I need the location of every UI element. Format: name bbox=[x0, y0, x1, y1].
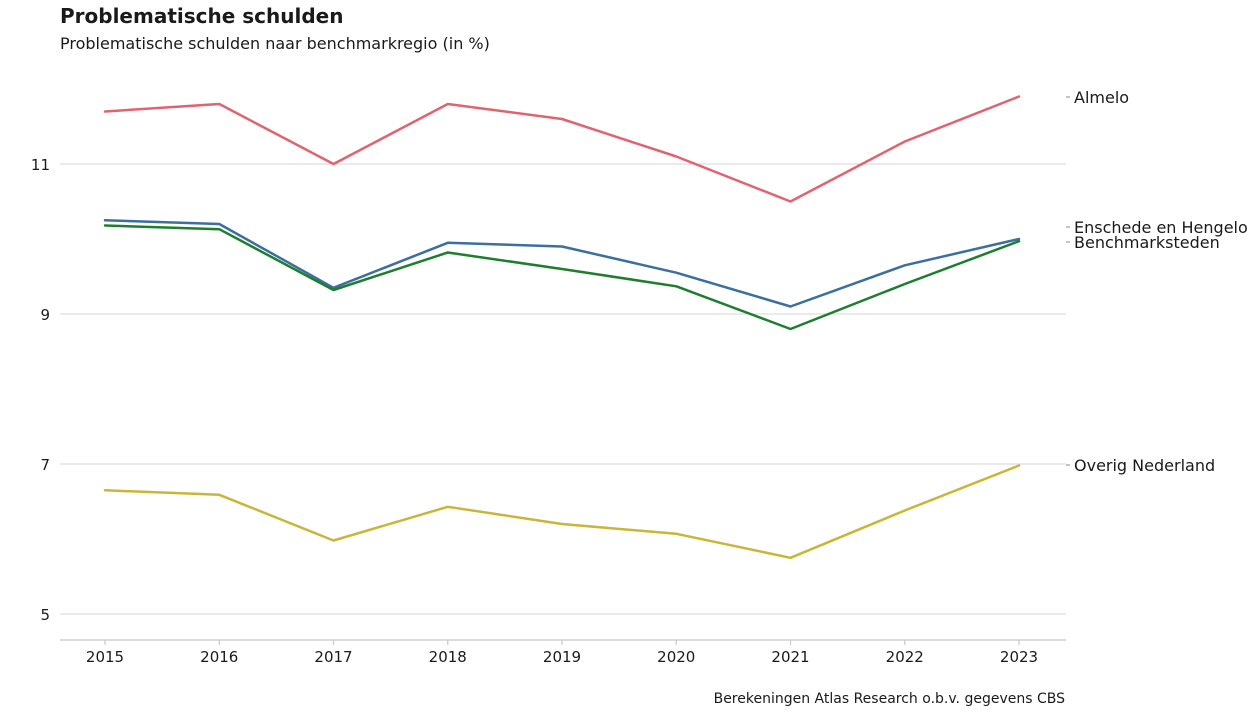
series-label-benchmarksteden: Benchmarksteden bbox=[1074, 233, 1220, 252]
series-lines bbox=[103, 95, 1021, 560]
series-line-benchmarksteden bbox=[103, 224, 1021, 331]
x-tick-label: 2023 bbox=[1000, 648, 1038, 666]
x-tick-label: 2018 bbox=[429, 648, 467, 666]
series-label-enschede-en-hengelo: Enschede en Hengelo bbox=[1074, 218, 1248, 237]
series-line-almelo bbox=[103, 95, 1021, 203]
x-tick-label: 2021 bbox=[771, 648, 809, 666]
y-tick-label: 7 bbox=[40, 456, 50, 474]
x-tick-label: 2015 bbox=[86, 648, 124, 666]
series-labels: Almelo Enschede en HengeloBenchmarksteden… bbox=[1066, 88, 1248, 475]
series-line-enschede-en-hengelo bbox=[103, 219, 1021, 308]
y-tick-label: 5 bbox=[40, 606, 50, 624]
y-tick-label: 11 bbox=[31, 156, 50, 174]
series-line-overig-nederland bbox=[103, 464, 1021, 560]
x-axis: 2015 2016 2017 2018 2019 2020 2021 2022 2023 bbox=[60, 639, 1066, 666]
chart-subtitle: Problematische schulden naar benchmarkre… bbox=[60, 34, 490, 53]
series-label-overig-nederland: Overig Nederland bbox=[1074, 456, 1215, 475]
x-tick-label: 2016 bbox=[200, 648, 238, 666]
x-tick-label: 2022 bbox=[886, 648, 924, 666]
series-label-almelo: Almelo bbox=[1074, 88, 1129, 107]
x-tick-label: 2020 bbox=[657, 648, 695, 666]
grid-lines bbox=[60, 163, 1066, 615]
x-tick-label: 2017 bbox=[314, 648, 352, 666]
chart-caption: Berekeningen Atlas Research o.b.v. gegev… bbox=[713, 691, 1065, 707]
chart-title: Problematische schulden bbox=[60, 4, 344, 28]
x-tick-label: 2019 bbox=[543, 648, 581, 666]
y-tick-label: 9 bbox=[40, 306, 50, 324]
y-axis: 5 7 9 11 bbox=[31, 156, 50, 624]
